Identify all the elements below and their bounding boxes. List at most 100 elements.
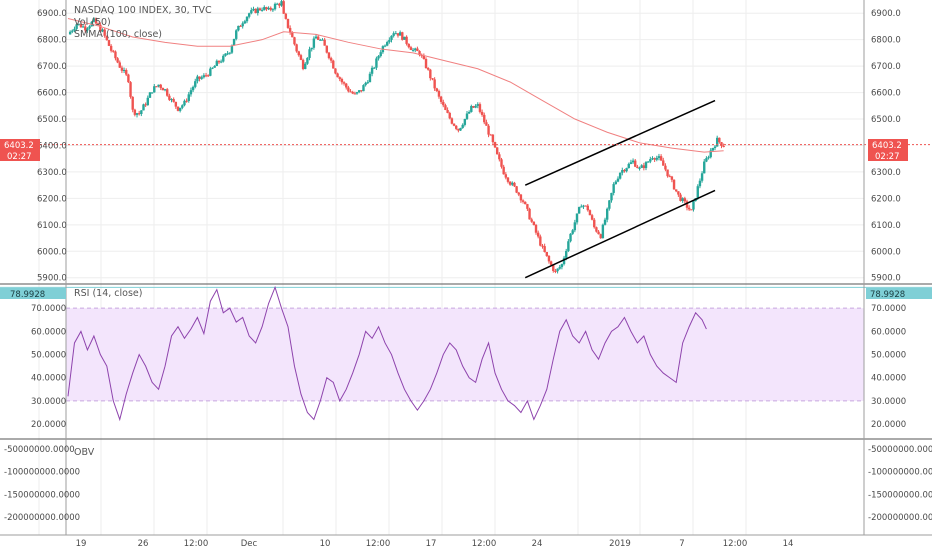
candle-body [312, 38, 316, 48]
candle-body [530, 219, 533, 222]
candle-body [241, 23, 244, 27]
candle-body [614, 181, 618, 185]
candle-body [282, 1, 285, 14]
candle-body [584, 205, 587, 207]
rsi-title: RSI (14, close) [74, 288, 142, 299]
rsi-band [66, 308, 864, 401]
rsi-tick-label-right: 70.0000 [871, 304, 906, 314]
candle-body [455, 125, 458, 129]
candle-body [502, 166, 505, 175]
candle-body [185, 100, 188, 102]
candle-body [685, 201, 689, 208]
candle-body [504, 174, 508, 178]
candle-body [565, 250, 568, 258]
candle-body [431, 78, 434, 80]
candle-body [491, 134, 495, 143]
candle-body [345, 83, 348, 88]
candle-body [316, 36, 320, 40]
candle-body [142, 104, 145, 111]
candle-body [687, 207, 691, 210]
candle-body [157, 84, 160, 87]
candle-body [116, 58, 119, 63]
candle-body [489, 134, 492, 136]
rsi-tick-label-right: 60.0000 [871, 327, 906, 337]
candle-body [267, 7, 270, 10]
candle-body [189, 90, 193, 95]
candle-body [68, 31, 72, 35]
candle-body [200, 77, 203, 79]
candle-body [153, 86, 156, 93]
candle-body [446, 109, 449, 113]
y-tick-label-right: 6600.0 [871, 89, 901, 99]
svg-text:6403.2: 6403.2 [4, 141, 34, 151]
y-tick-label-left: 5900.0 [37, 274, 67, 284]
candle-body [370, 67, 374, 74]
candle-body [334, 68, 337, 74]
candle-body [556, 268, 559, 272]
candle-body [487, 125, 490, 135]
candle-body [700, 173, 704, 181]
candle-body [552, 264, 555, 271]
candle-body [448, 112, 451, 119]
candle-body [386, 42, 389, 46]
candle-body [94, 18, 98, 24]
candle-body [258, 8, 262, 11]
candle-body [474, 105, 477, 108]
candle-body [642, 165, 646, 169]
candle-body [599, 234, 602, 239]
candle-body [407, 43, 410, 48]
candle-body [276, 3, 279, 5]
candle-body [99, 24, 102, 32]
candle-body [243, 21, 247, 24]
candle-body [698, 180, 702, 187]
candle-body [159, 84, 162, 88]
main-layer [0, 0, 932, 279]
candle-body [213, 65, 216, 68]
candle-body [202, 75, 206, 78]
candle-body [347, 87, 350, 92]
candle-body [713, 146, 717, 149]
candle-body [368, 73, 372, 83]
candle-body [549, 261, 553, 265]
candle-body [198, 76, 201, 79]
rsi-tick-label-left: 70.0000 [31, 304, 66, 314]
candle-body [265, 7, 268, 10]
candle-body [629, 162, 633, 164]
candle-body [560, 264, 564, 268]
candle-body [528, 208, 531, 220]
candle-body [519, 194, 523, 201]
candle-body [541, 245, 544, 247]
y-tick-label-right: 5900.0 [871, 274, 901, 284]
candle-body [232, 38, 236, 46]
x-tick-label: 24 [532, 539, 543, 549]
candle-body [666, 169, 669, 177]
candle-body [422, 55, 426, 59]
candle-body [401, 32, 404, 40]
obv-tick-label-left: -50000000.0000 [4, 445, 75, 455]
candle-body [601, 224, 605, 239]
y-tick-label-left: 6800.0 [37, 36, 67, 46]
candle-body [105, 35, 109, 41]
main-pane-bg [66, 0, 864, 283]
candle-body [230, 45, 234, 53]
candle-body [308, 49, 311, 58]
candle-body [707, 157, 710, 159]
candle-body [511, 182, 514, 185]
y-tick-label-left: 6700.0 [37, 62, 67, 72]
candle-body [683, 198, 687, 202]
candle-body [357, 90, 361, 93]
candle-body [247, 13, 251, 17]
candle-body [101, 29, 104, 32]
candle-body [679, 194, 682, 201]
y-tick-label-left: 6900.0 [37, 9, 67, 19]
candle-body [705, 158, 708, 162]
candle-body [573, 222, 577, 231]
candle-body [711, 148, 715, 151]
candle-body [293, 37, 296, 45]
candle-body [612, 184, 615, 193]
candle-body [148, 92, 152, 98]
candle-body [92, 18, 96, 22]
candle-body [340, 78, 344, 83]
